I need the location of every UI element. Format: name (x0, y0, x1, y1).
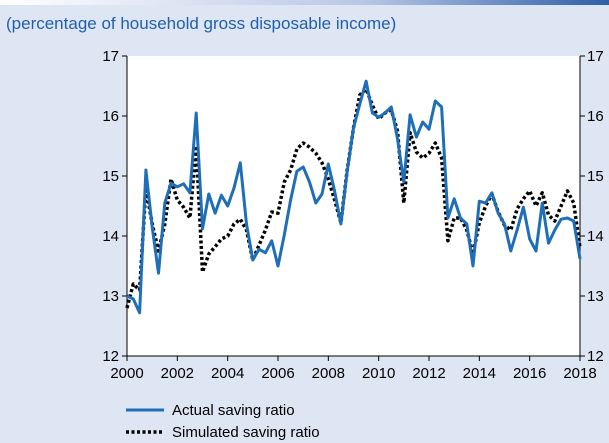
x-tick-label: 2006 (261, 365, 294, 382)
x-tick-label: 2004 (211, 365, 244, 382)
x-tick-label: 2016 (513, 365, 546, 382)
y-tick-label-left: 14 (102, 228, 119, 245)
y-tick-label-right: 16 (587, 108, 604, 125)
y-tick-label-right: 17 (587, 48, 604, 65)
y-tick-label-left: 15 (102, 168, 119, 185)
x-tick-label: 2008 (312, 365, 345, 382)
y-tick-label-right: 15 (587, 168, 604, 185)
x-tick-label: 2014 (463, 365, 496, 382)
x-tick-label: 2018 (563, 365, 596, 382)
y-tick-label-right: 12 (587, 348, 604, 365)
plot-area (127, 56, 580, 356)
series-line-actual (126, 79, 582, 315)
y-axis-left-ticks: 12 13 14 15 16 17 (102, 48, 127, 365)
x-tick-label: 2002 (161, 365, 194, 382)
header-accent-bar (0, 0, 609, 5)
y-tick-label-left: 12 (102, 348, 119, 365)
x-tick-label: 2012 (412, 365, 445, 382)
y-tick-label-right: 14 (587, 228, 604, 245)
legend-label-actual: Actual saving ratio (172, 402, 295, 419)
y-axis-right-ticks: 12 13 14 15 16 17 (580, 48, 604, 365)
y-tick-label-right: 13 (587, 288, 604, 305)
x-tick-label: 2010 (362, 365, 395, 382)
y-tick-label-left: 13 (102, 288, 119, 305)
x-tick-label: 2000 (110, 365, 143, 382)
x-axis-ticks: 2000 2002 2004 2006 2008 2010 2012 2014 2016 2018 (110, 356, 597, 382)
series-layer (125, 79, 582, 315)
legend: Actual saving ratio Simulated saving rati… (126, 402, 320, 441)
y-tick-label-left: 16 (102, 108, 119, 125)
legend-label-simulated: Simulated saving ratio (172, 424, 320, 441)
chart-subtitle: (percentage of household gross disposabl… (6, 14, 397, 33)
y-tick-label-left: 17 (102, 48, 119, 65)
